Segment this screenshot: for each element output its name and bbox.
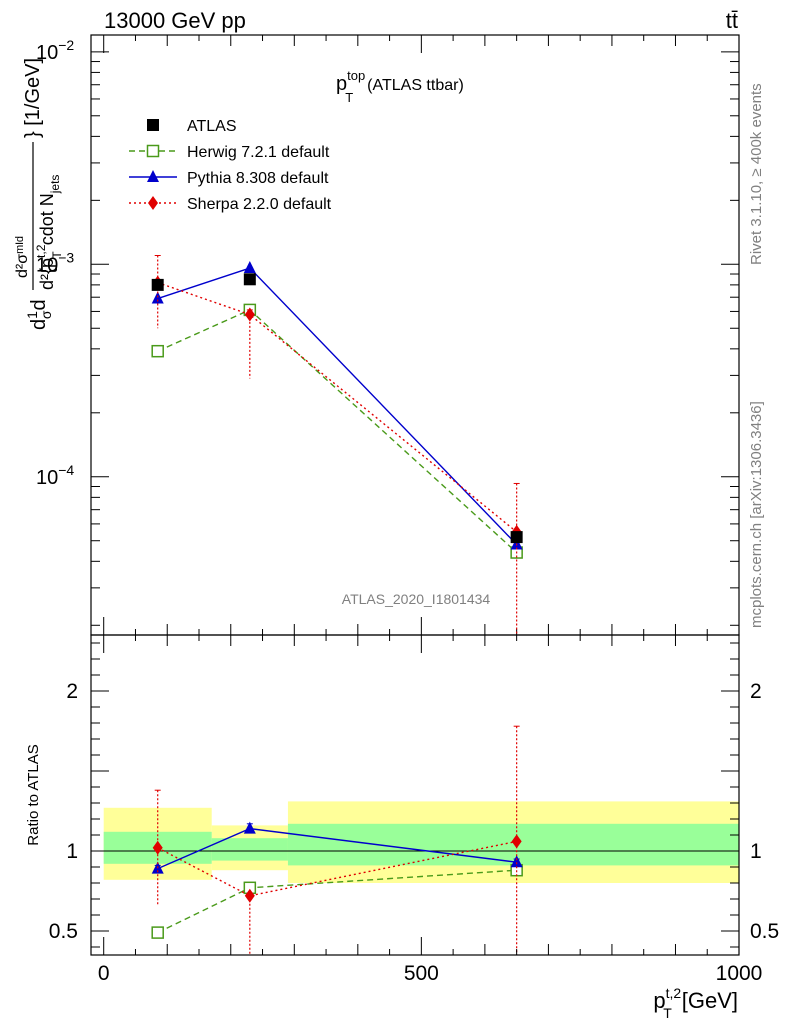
legend-marker — [147, 119, 159, 131]
data-point — [243, 273, 256, 286]
main-ylabel-den: d²{pt,2 Tcdot Njets — [34, 175, 64, 290]
ratio-y-tick-label-right: 1 — [750, 840, 762, 863]
x-axis-label: pt,2 T [GeV] — [653, 985, 738, 1021]
ratio-y-tick-label-right: 0.5 — [750, 920, 779, 943]
data-point — [510, 531, 523, 544]
series-sherpa — [152, 255, 522, 635]
ratio-point — [510, 855, 523, 868]
ratio-line — [157, 840, 517, 897]
ratio-ylabel: Ratio to ATLAS — [25, 744, 42, 845]
legend-label: Herwig 7.2.1 default — [187, 144, 330, 161]
watermark: ATLAS_2020_I1801434 — [342, 591, 491, 607]
data-point — [151, 344, 164, 358]
main-title: ptop T(ATLAS ttbar) — [336, 68, 464, 105]
header-right: tt̄ — [726, 8, 738, 33]
series-line — [157, 267, 518, 545]
ratio-ticks: 0 500 1000 0.5 0.5 1 1 2 2 — [49, 635, 779, 985]
ratio-y-tick-label: 2 — [66, 680, 78, 703]
legend-label: ATLAS — [187, 118, 237, 135]
main-series — [151, 255, 523, 635]
legend: ATLAS Herwig 7.2.1 default Pythia 8.308 de… — [129, 118, 332, 213]
data-point — [244, 307, 255, 322]
ratio-y-tick-label-right: 2 — [750, 680, 762, 703]
main-ticks: 10−2 10−3 10−4 — [36, 35, 740, 635]
ratio-y-tick-label: 0.5 — [49, 920, 78, 943]
main-ylabel-num: d²σᵐᴵᵈ — [14, 236, 31, 278]
data-point — [243, 261, 256, 274]
ratio-y-tick-label: 1 — [66, 840, 78, 863]
series-line — [157, 309, 518, 554]
ratio-frame — [90, 634, 740, 956]
series-line — [157, 281, 518, 533]
legend-marker — [146, 144, 160, 158]
y-tick-label: 10−3 — [36, 249, 74, 276]
legend-label: Sherpa 2.2.0 default — [187, 196, 332, 213]
x-tick-label: 1000 — [716, 962, 763, 985]
x-tick-label: 0 — [98, 962, 110, 985]
y-tick-label: 10−2 — [36, 37, 74, 64]
ratio-point — [151, 926, 164, 939]
uncertainty-band-inner — [211, 838, 288, 861]
data-point — [151, 291, 164, 304]
mcplots-label: mcplots.cern.ch [arXiv:1306.3436] — [748, 401, 765, 628]
series-atlas — [151, 273, 523, 544]
series-herwig — [151, 303, 523, 559]
uncertainty-band-inner — [287, 823, 739, 866]
rivet-label: Rivet 3.1.10, ≥ 400k events — [748, 83, 765, 265]
series-pythia — [151, 261, 523, 550]
main-ylabel: d1σd d²σᵐᴵᵈ d²{pt,2 Tcdot Njets } [1/GeV] — [14, 58, 64, 330]
svg-text:d1σd: d1σd — [24, 299, 54, 330]
legend-label: Pythia 8.308 default — [187, 170, 329, 187]
ratio-point — [244, 888, 255, 903]
legend-marker — [148, 196, 158, 210]
ratio-bands — [103, 801, 739, 883]
ratio-panel: 0 500 1000 0.5 0.5 1 1 2 2 Ratio to ATLAS pt,2 T[… — [25, 634, 779, 1021]
header-left: 13000 GeV pp — [104, 8, 246, 33]
ratio-point — [152, 840, 163, 855]
x-tick-label: 500 — [404, 962, 439, 985]
data-point — [151, 278, 164, 291]
y-tick-label: 10−4 — [36, 462, 74, 489]
main-ylabel-unit: } [1/GeV] — [22, 58, 44, 138]
ratio-series-sherpa — [152, 725, 522, 955]
legend-marker — [147, 170, 159, 182]
ratio-series — [151, 725, 523, 955]
ratio-point — [511, 834, 522, 849]
main-panel: 10−2 10−3 10−4 ptop T(ATLAS ttbar) ATLAS_20… — [14, 34, 740, 636]
ratio-point — [243, 821, 256, 834]
